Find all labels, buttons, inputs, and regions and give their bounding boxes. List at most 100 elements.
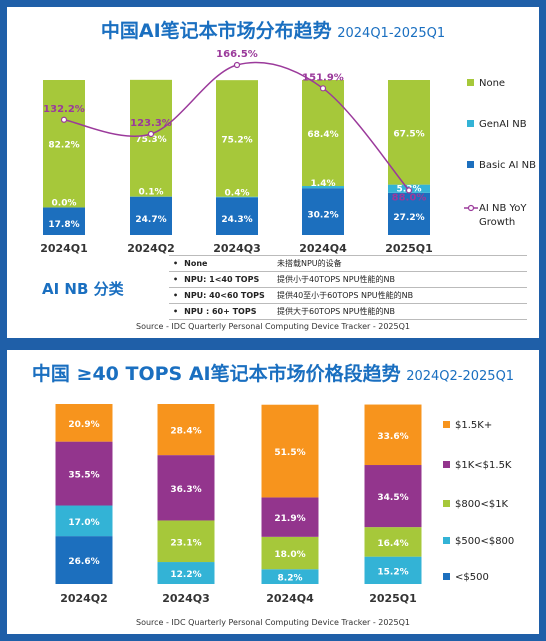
ai-nb-category-label: AI NB 分类 bbox=[42, 280, 124, 298]
legend-label: GenAI NB bbox=[479, 119, 527, 130]
genai-label: 0.0% bbox=[52, 198, 77, 208]
bar-segment bbox=[364, 527, 422, 557]
bar-segment-none bbox=[43, 80, 85, 208]
legend-swatch bbox=[467, 161, 474, 168]
none-label: 67.5% bbox=[393, 129, 424, 139]
bar-segment-genai-nb bbox=[216, 196, 258, 198]
chart1-title: 中国AI笔记本市场分布趋势 2024Q1-2025Q1 bbox=[7, 16, 539, 43]
bar-segment-basic-ai-nb bbox=[388, 192, 430, 235]
bar-segment bbox=[157, 404, 215, 456]
segment-label: 33.6% bbox=[377, 432, 408, 442]
legend-line-marker bbox=[467, 204, 475, 212]
segment-label: 16.4% bbox=[377, 539, 408, 549]
growth-point bbox=[319, 85, 327, 92]
legend-label: $800<$1K bbox=[455, 499, 509, 510]
x-tick-label: 2025Q1 bbox=[369, 592, 417, 605]
bar-segment bbox=[261, 536, 319, 570]
x-tick-label: 2024Q4 bbox=[299, 242, 347, 255]
bar-segment bbox=[364, 465, 422, 528]
basic-ai-label: 24.7% bbox=[135, 215, 166, 225]
legend-swatch bbox=[467, 79, 474, 86]
legend-swatch bbox=[443, 461, 450, 468]
bar-segment bbox=[157, 455, 215, 521]
chart2-subtitle: 2024Q2-2025Q1 bbox=[406, 369, 515, 384]
chart1-source: Source - IDC Quarterly Personal Computin… bbox=[135, 322, 410, 331]
segment-label: 8.2% bbox=[278, 574, 303, 584]
legend-swatch bbox=[443, 573, 450, 580]
genai-label: 0.1% bbox=[139, 188, 164, 198]
legend-label: AI NB YoY bbox=[479, 203, 527, 214]
legend-swatch bbox=[467, 120, 474, 127]
segment-label: 36.3% bbox=[170, 485, 201, 495]
segment-label: 21.9% bbox=[274, 514, 305, 524]
legend-swatch bbox=[443, 500, 450, 507]
segment-label: 26.6% bbox=[68, 557, 99, 567]
legend-label: Growth bbox=[479, 217, 515, 228]
chart2-title-main: 中国 ≥40 TOPS AI笔记本市场价格段趋势 bbox=[31, 363, 401, 385]
bar-segment-none bbox=[388, 80, 430, 185]
basic-ai-label: 24.3% bbox=[221, 215, 252, 225]
bar-segment bbox=[261, 569, 319, 584]
growth-label: 151.9% bbox=[302, 72, 344, 83]
legend-label: None bbox=[479, 78, 505, 89]
segment-label: 23.1% bbox=[170, 538, 201, 548]
growth-label: 123.3% bbox=[130, 118, 172, 129]
basic-ai-label: 30.2% bbox=[307, 211, 338, 221]
legend-swatch bbox=[443, 537, 450, 544]
legend-label: $1K<$1.5K bbox=[455, 460, 512, 471]
bar-segment bbox=[55, 441, 113, 506]
growth-label: 88.0% bbox=[392, 192, 427, 203]
genai-label: 0.4% bbox=[225, 188, 250, 198]
growth-label: 166.5% bbox=[216, 49, 258, 60]
growth-point bbox=[147, 130, 155, 138]
x-tick-label: 2024Q2 bbox=[127, 242, 175, 255]
chart1-subtitle: 2024Q1-2025Q1 bbox=[337, 26, 446, 41]
price-segment-panel: 中国 ≥40 TOPS AI笔记本市场价格段趋势 2024Q2-2025Q1 2… bbox=[7, 350, 539, 634]
ai-nb-distribution-panel: 中国AI笔记本市场分布趋势 2024Q1-2025Q1 17.8% 0.0% 82.… bbox=[7, 7, 539, 338]
none-label: 82.2% bbox=[48, 141, 79, 151]
basic-ai-label: 27.2% bbox=[393, 213, 424, 223]
bar-segment-genai-nb bbox=[302, 186, 344, 189]
segment-label: 20.9% bbox=[68, 420, 99, 430]
bar-segment bbox=[55, 404, 113, 442]
bar-segment-basic-ai-nb bbox=[43, 207, 85, 235]
bar-segment bbox=[55, 536, 113, 584]
x-tick-label: 2024Q4 bbox=[266, 592, 314, 605]
segment-label: 12.2% bbox=[170, 570, 201, 580]
bar-segment bbox=[364, 404, 422, 466]
x-tick-label: 2025Q1 bbox=[385, 242, 433, 255]
bar-segment bbox=[261, 497, 319, 537]
none-label: 68.4% bbox=[307, 130, 338, 140]
bar-segment-none bbox=[302, 80, 344, 187]
legend-label: $1.5K+ bbox=[455, 420, 492, 431]
bar-segment-none bbox=[130, 79, 172, 197]
genai-label: 1.4% bbox=[311, 179, 336, 189]
segment-label: 18.0% bbox=[274, 550, 305, 560]
bar-segment bbox=[157, 562, 215, 584]
legend-label: <$500 bbox=[455, 572, 489, 583]
legend-label: $500<$800 bbox=[455, 536, 514, 547]
x-tick-label: 2024Q3 bbox=[162, 592, 210, 605]
segment-label: 51.5% bbox=[274, 448, 305, 458]
segment-label: 35.5% bbox=[68, 471, 99, 481]
growth-label: 132.2% bbox=[43, 104, 85, 115]
bar-segment bbox=[364, 556, 422, 584]
basic-ai-label: 17.8% bbox=[48, 220, 79, 230]
bar-segment-basic-ai-nb bbox=[216, 197, 258, 235]
bar-segment bbox=[157, 520, 215, 563]
legend-label: Basic AI NB bbox=[479, 160, 536, 171]
none-label: 75.2% bbox=[221, 135, 252, 145]
segment-label: 15.2% bbox=[377, 567, 408, 577]
growth-point bbox=[233, 61, 241, 69]
chart2-svg: 26.6% 17.0% 35.5% 20.9% 2024Q2 12.2% 23.1% 36.3… bbox=[55, 404, 514, 605]
bar-segment bbox=[261, 404, 319, 498]
bar-segment-basic-ai-nb bbox=[302, 188, 344, 235]
x-tick-label: 2024Q3 bbox=[213, 242, 261, 255]
chart2-title: 中国 ≥40 TOPS AI笔记本市场价格段趋势 2024Q2-2025Q1 bbox=[7, 359, 539, 386]
chart1-title-main: 中国AI笔记本市场分布趋势 bbox=[100, 20, 332, 42]
chart2-source: Source - IDC Quarterly Personal Computin… bbox=[135, 618, 410, 627]
